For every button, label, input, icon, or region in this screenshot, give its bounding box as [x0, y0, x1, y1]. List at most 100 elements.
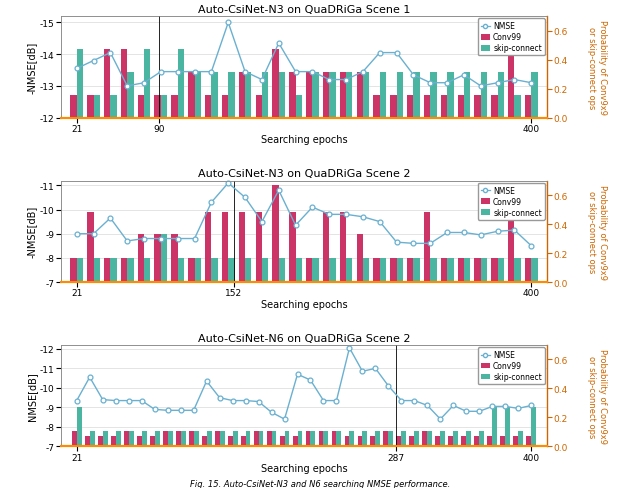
Bar — [323, 73, 329, 119]
Bar — [306, 258, 312, 283]
Bar — [161, 234, 167, 283]
Bar — [310, 431, 316, 447]
Bar — [116, 431, 120, 447]
Bar — [267, 431, 271, 447]
Bar — [298, 431, 303, 447]
Bar — [110, 258, 116, 283]
Bar — [228, 436, 232, 447]
Y-axis label: Probability of Conv9x9
or skip-connect ops: Probability of Conv9x9 or skip-connect o… — [588, 184, 607, 279]
Bar — [430, 73, 436, 119]
Bar — [90, 431, 95, 447]
Bar — [189, 431, 194, 447]
Bar — [232, 431, 237, 447]
Bar — [346, 258, 353, 283]
Title: Auto-CsiNet-N3 on QuaDRiGa Scene 2: Auto-CsiNet-N3 on QuaDRiGa Scene 2 — [198, 169, 410, 179]
Bar — [70, 258, 77, 283]
Bar — [492, 407, 497, 447]
Bar — [163, 431, 168, 447]
Bar — [279, 258, 285, 283]
Bar — [211, 258, 218, 283]
Bar — [424, 96, 430, 119]
Bar — [93, 96, 100, 119]
Bar — [508, 50, 515, 119]
Bar — [362, 431, 367, 447]
Bar — [390, 96, 397, 119]
Bar — [111, 436, 116, 447]
Bar — [376, 431, 380, 447]
Bar — [435, 436, 440, 447]
Bar — [137, 436, 141, 447]
Bar — [424, 212, 430, 283]
Bar — [526, 436, 531, 447]
Bar — [172, 234, 178, 283]
X-axis label: Searching epochs: Searching epochs — [260, 299, 348, 309]
Bar — [312, 73, 319, 119]
Bar — [531, 73, 538, 119]
Bar — [464, 258, 470, 283]
X-axis label: Searching epochs: Searching epochs — [260, 463, 348, 473]
Bar — [127, 73, 134, 119]
Bar — [77, 258, 83, 283]
Bar — [161, 96, 167, 119]
Title: Auto-CsiNet-N3 on QuaDRiGa Scene 1: Auto-CsiNet-N3 on QuaDRiGa Scene 1 — [198, 5, 410, 15]
Bar — [346, 73, 353, 119]
Bar — [127, 258, 134, 283]
Bar — [253, 431, 259, 447]
Bar — [70, 96, 77, 119]
Bar — [245, 73, 252, 119]
Bar — [474, 258, 481, 283]
Bar — [461, 436, 467, 447]
Bar — [178, 258, 184, 283]
Bar — [422, 431, 428, 447]
Bar — [155, 431, 159, 447]
Bar — [479, 431, 484, 447]
Bar — [273, 50, 279, 119]
Bar — [175, 431, 180, 447]
Bar — [102, 431, 108, 447]
Bar — [220, 431, 225, 447]
Bar — [239, 212, 245, 283]
Bar — [121, 50, 127, 119]
Bar — [228, 258, 235, 283]
Bar — [492, 96, 498, 119]
Bar — [525, 258, 531, 283]
Bar — [337, 431, 341, 447]
Bar — [296, 96, 302, 119]
Bar — [144, 258, 150, 283]
Bar — [515, 258, 521, 283]
Bar — [329, 73, 335, 119]
Bar — [178, 50, 184, 119]
Bar — [194, 431, 198, 447]
Text: Fig. 15. Auto-CsiNet-N3 and N6 searching NMSE performance.: Fig. 15. Auto-CsiNet-N3 and N6 searching… — [190, 479, 450, 488]
Bar — [87, 212, 93, 283]
Bar — [124, 431, 129, 447]
Legend: NMSE, Conv99, skip-connect: NMSE, Conv99, skip-connect — [478, 183, 545, 220]
Bar — [397, 73, 403, 119]
Bar — [383, 431, 388, 447]
Bar — [349, 431, 355, 447]
Y-axis label: -NMSE[dB]: -NMSE[dB] — [27, 41, 37, 94]
Bar — [121, 258, 127, 283]
Bar — [144, 50, 150, 119]
Bar — [380, 258, 386, 283]
Bar — [363, 258, 369, 283]
Bar — [138, 96, 144, 119]
Bar — [358, 436, 362, 447]
Bar — [396, 436, 401, 447]
Bar — [312, 258, 319, 283]
Bar — [525, 96, 531, 119]
Legend: NMSE, Conv99, skip-connect: NMSE, Conv99, skip-connect — [478, 20, 545, 56]
Bar — [356, 234, 363, 283]
Bar — [188, 258, 195, 283]
Bar — [207, 431, 212, 447]
Legend: NMSE, Conv99, skip-connect: NMSE, Conv99, skip-connect — [478, 347, 545, 385]
Bar — [498, 258, 504, 283]
Bar — [239, 73, 245, 119]
Bar — [407, 96, 413, 119]
Title: Auto-CsiNet-N6 on QuaDRiGa Scene 2: Auto-CsiNet-N6 on QuaDRiGa Scene 2 — [198, 333, 410, 343]
Y-axis label: Probability of Conv9x9
or skip-connect ops: Probability of Conv9x9 or skip-connect o… — [588, 348, 607, 443]
Bar — [93, 258, 100, 283]
Bar — [508, 212, 515, 283]
Bar — [280, 436, 285, 447]
Bar — [168, 431, 173, 447]
